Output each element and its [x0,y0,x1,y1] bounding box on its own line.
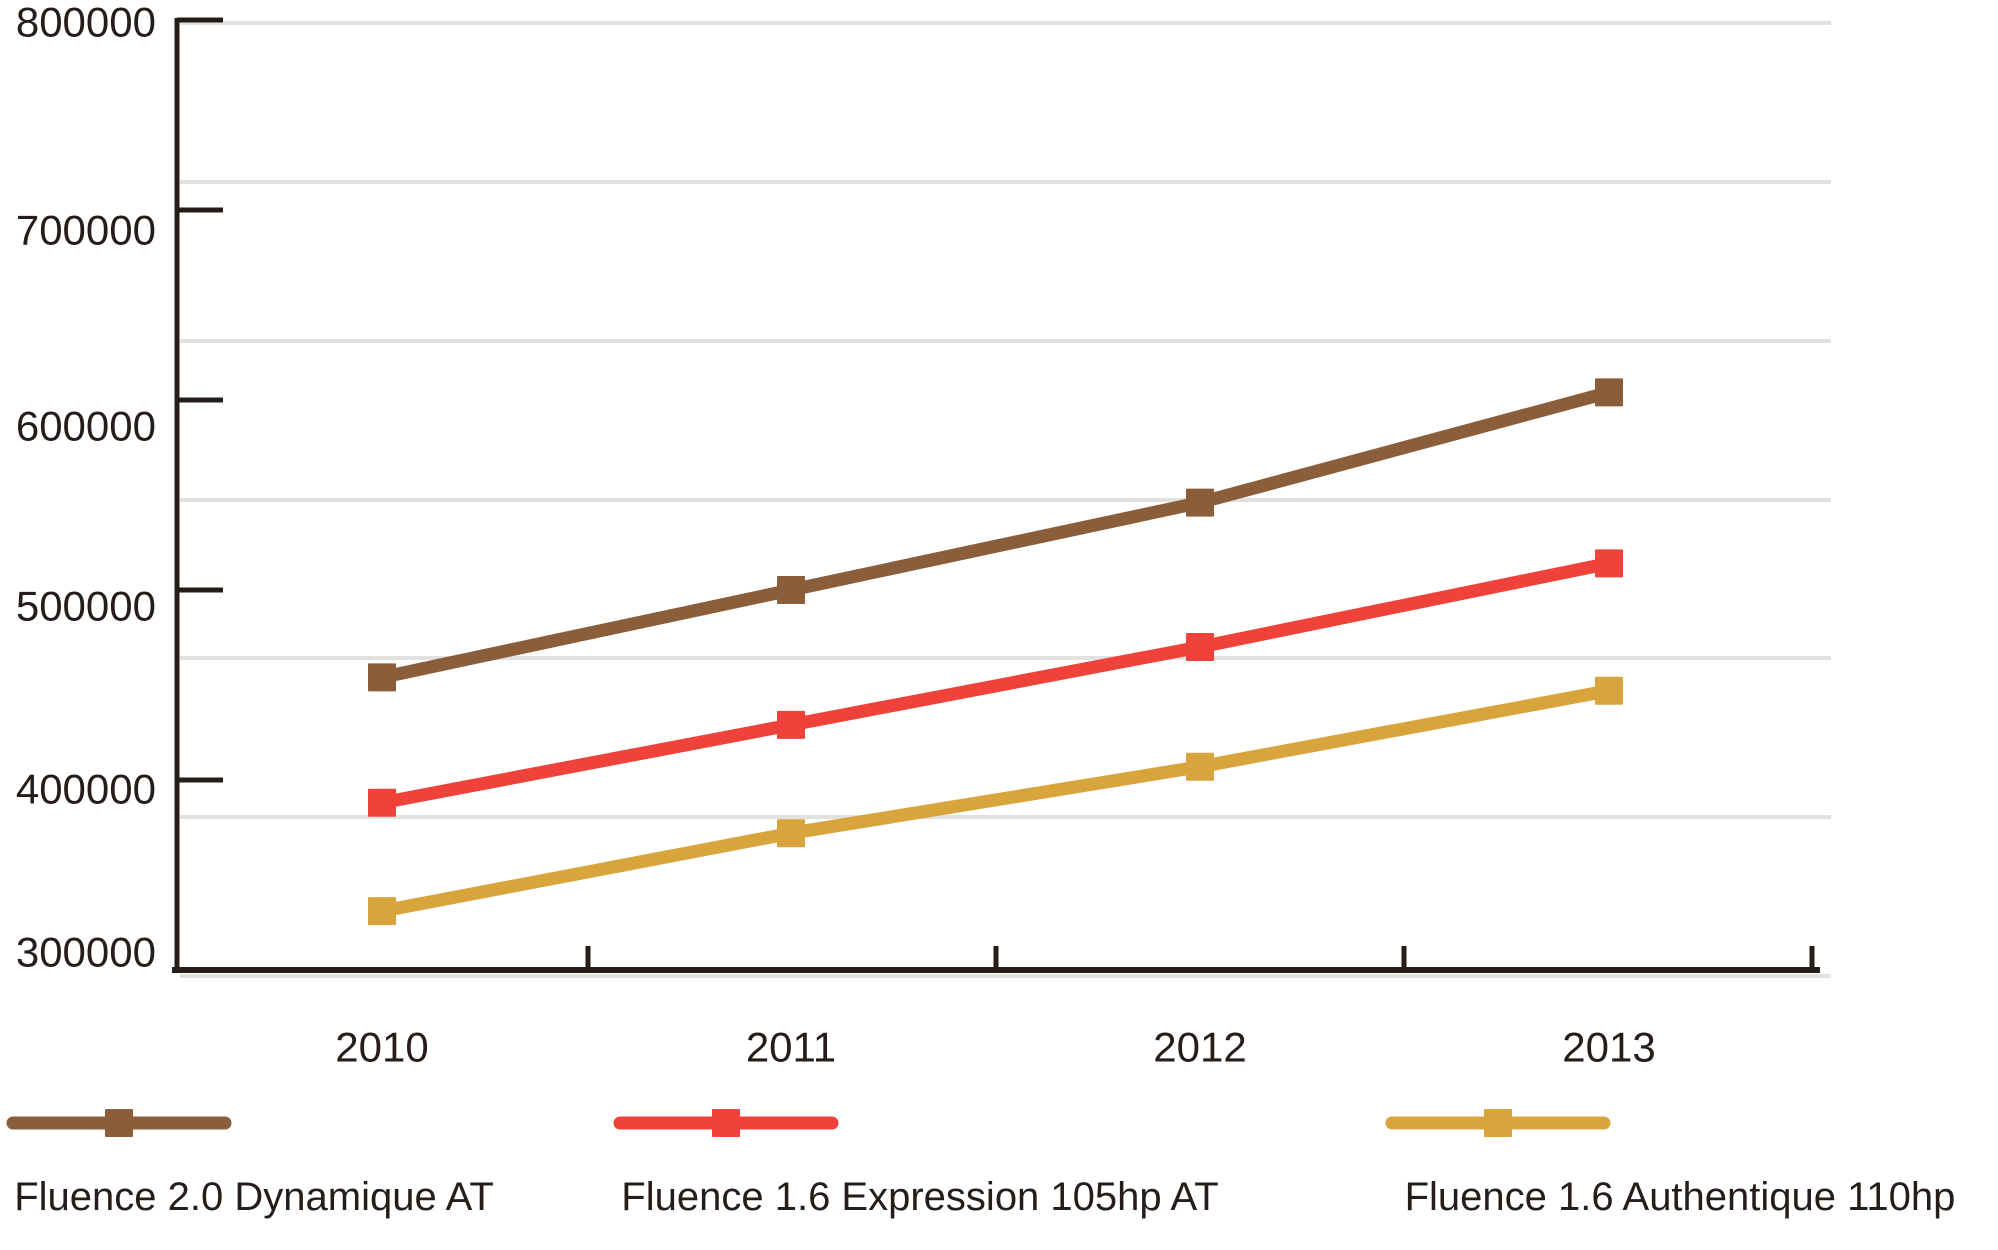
y-tick-label: 400000 [16,766,156,813]
y-tick-label: 800000 [16,0,156,46]
legend-item-label: Fluence 2.0 Dynamique AT [14,1175,494,1219]
data-point-marker [1595,676,1623,705]
y-tick-label: 700000 [16,207,156,254]
legend-swatch-marker [712,1109,740,1137]
data-point-marker [777,819,805,848]
y-tick-label: 500000 [16,583,156,630]
legend-item-label: Fluence 1.6 Authentique 110hp [1405,1175,1956,1219]
y-tick-label: 300000 [16,929,156,976]
data-point-marker [1595,549,1623,578]
x-tick-label: 2011 [746,1024,836,1071]
series-layer [368,378,1623,926]
legend-item: Fluence 1.6 Expression 105hp AT [613,1109,1219,1219]
axis-labels-layer: 800000 700000 600000 500000 400000 300000 2010… [16,0,1656,1071]
legend-swatch-marker [1484,1109,1512,1137]
legend-layer: Fluence 2.0 Dynamique AT Fluence 1.6 Expr… [6,1109,1956,1219]
x-tick-label: 2013 [1562,1024,1655,1071]
gridlines-layer [180,21,1831,978]
data-point-marker [777,710,805,739]
legend-item: Fluence 1.6 Authentique 110hp [1385,1109,1956,1219]
data-point-marker [368,897,396,926]
series-line-1 [380,557,1611,810]
axes-layer [172,17,1820,973]
y-tick-label: 600000 [16,403,156,450]
x-tick-label: 2010 [335,1024,428,1071]
data-point-marker [1186,633,1214,661]
series-line-2 [380,684,1611,918]
series-line-0 [380,386,1611,684]
data-point-marker [1595,378,1623,407]
data-point-marker [1186,488,1214,517]
x-tick-label: 2012 [1153,1024,1246,1071]
data-point-marker [1186,752,1214,781]
legend-item: Fluence 2.0 Dynamique AT [6,1109,494,1219]
data-point-marker [368,788,396,817]
legend-item-label: Fluence 1.6 Expression 105hp AT [621,1175,1218,1219]
data-point-marker [368,663,396,692]
legend-swatch-marker [105,1109,133,1137]
data-point-marker [777,576,805,604]
